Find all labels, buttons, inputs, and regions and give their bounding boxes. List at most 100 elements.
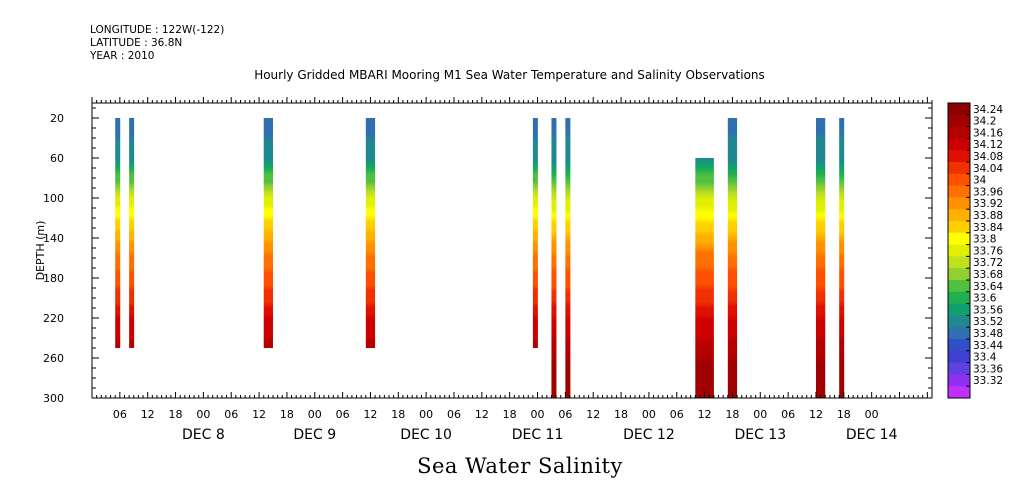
colorbar-level-label: 33.64: [973, 281, 1003, 293]
x-axis-label: Sea Water Salinity: [417, 454, 623, 478]
x-tick-label: 18: [169, 408, 183, 421]
colorbar-level-label: 34.12: [973, 139, 1003, 151]
y-tick-label: 260: [43, 352, 64, 365]
y-tick-label: 300: [43, 392, 64, 405]
colorbar-level-label: 33.92: [973, 198, 1003, 210]
observation-column: [115, 118, 121, 348]
x-day-label: DEC 11: [512, 427, 564, 443]
colorbar-swatch: [948, 256, 970, 269]
colorbar-level-label: 33.4: [973, 352, 997, 364]
observation-column: [815, 118, 826, 398]
latitude-label: LATITUDE : 36.8N: [90, 37, 183, 49]
colorbar-swatch: [948, 126, 970, 139]
colorbar-level-label: 34.2: [973, 116, 996, 128]
colorbar-level-label: 34.04: [973, 163, 1003, 175]
y-tick-label: 140: [43, 232, 64, 245]
x-tick-label: 12: [809, 408, 823, 421]
y-tick-label: 60: [50, 152, 64, 165]
x-tick-label: 06: [224, 408, 238, 421]
colorbar-level-label: 33.76: [973, 245, 1003, 257]
observation-column: [551, 118, 557, 398]
colorbar-swatch: [948, 339, 970, 352]
salinity-section-plot: 06 12 18 00 06 12 18 00 06 12 18 00 06 12 18 00 06 12 18 00…: [34, 97, 1003, 443]
y-tick-label: 100: [43, 192, 64, 205]
colorbar-level-label: 33.6: [973, 293, 997, 305]
x-tick-label: 00: [531, 408, 545, 421]
y-axis-label: DEPTH (m): [34, 221, 47, 281]
colorbar-level-label: 33.88: [973, 210, 1003, 222]
colorbar-level-label: 33.84: [973, 222, 1003, 234]
colorbar-level-label: 33.96: [973, 186, 1003, 198]
colorbar-level-label: 33.72: [973, 257, 1003, 269]
colorbar-level-label: 33.32: [973, 375, 1003, 387]
chart-title: Hourly Gridded MBARI Mooring M1 Sea Wate…: [254, 68, 765, 82]
x-tick-label: 18: [837, 408, 851, 421]
colorbar-swatch: [948, 103, 970, 116]
colorbar-level-label: 34.24: [973, 104, 1003, 116]
observation-column: [839, 118, 845, 398]
x-tick-label: 00: [753, 408, 767, 421]
colorbar-level-label: 34.08: [973, 151, 1003, 163]
x-tick-label: 06: [113, 408, 127, 421]
colorbar-swatch: [948, 362, 970, 375]
colorbar-level-label: 33.36: [973, 363, 1003, 375]
x-tick-label: 06: [670, 408, 684, 421]
colorbar-swatch: [948, 350, 970, 364]
year-label: YEAR : 2010: [90, 50, 155, 62]
colorbar-swatch: [948, 244, 970, 257]
x-tick-label: 12: [698, 408, 712, 421]
x-day-label: DEC 12: [623, 427, 675, 443]
x-tick-label: 12: [252, 408, 266, 421]
x-tick-label: 00: [308, 408, 322, 421]
observation-column: [695, 158, 714, 398]
observation-column: [565, 118, 571, 398]
plot-frame: [91, 102, 933, 399]
colorbar-swatch: [948, 386, 970, 399]
x-tick-label: 12: [475, 408, 489, 421]
colorbar-swatch: [948, 173, 970, 187]
colorbar-swatch: [948, 315, 970, 328]
x-day-label: DEC 8: [182, 427, 225, 443]
colorbar-swatch: [948, 327, 970, 340]
colorbar-swatch: [948, 185, 970, 198]
x-tick-label: 00: [865, 408, 879, 421]
x-tick-label: 18: [503, 408, 517, 421]
x-day-label: DEC 9: [293, 427, 336, 443]
x-tick-label: 12: [586, 408, 600, 421]
x-day-label: DEC 14: [846, 427, 898, 443]
y-tick-label: 180: [43, 272, 64, 285]
colorbar-level-label: 33.68: [973, 269, 1003, 281]
x-tick-label: 18: [280, 408, 294, 421]
colorbar-swatch: [948, 150, 970, 163]
colorbar-swatch: [948, 374, 970, 387]
colorbar-swatch: [948, 162, 970, 175]
observation-column: [532, 118, 538, 348]
colorbar-level-label: 34.16: [973, 127, 1003, 139]
x-tick-label: 18: [391, 408, 405, 421]
colorbar-swatch: [948, 114, 970, 128]
x-tick-label: 00: [419, 408, 433, 421]
colorbar-level-label: 33.52: [973, 316, 1003, 328]
observation-column: [365, 118, 376, 348]
colorbar-swatch: [948, 232, 970, 246]
x-day-label: DEC 10: [400, 427, 452, 443]
x-tick-label: 12: [363, 408, 377, 421]
colorbar-swatch: [948, 303, 970, 316]
colorbar-level-label: 34: [973, 175, 987, 187]
colorbar-level-label: 33.56: [973, 304, 1003, 316]
x-tick-label: 06: [336, 408, 350, 421]
colorbar-swatch: [948, 138, 970, 151]
x-tick-label: 12: [141, 408, 155, 421]
x-tick-label: 18: [725, 408, 739, 421]
x-day-label: DEC 13: [734, 427, 786, 443]
x-tick-label: 06: [447, 408, 461, 421]
longitude-label: LONGITUDE : 122W(-122): [90, 24, 225, 36]
colorbar-swatch: [948, 291, 970, 305]
y-tick-label: 220: [43, 312, 64, 325]
x-tick-label: 18: [614, 408, 628, 421]
colorbar-swatch: [948, 197, 970, 210]
x-tick-label: 00: [196, 408, 210, 421]
x-tick-label: 06: [781, 408, 795, 421]
observation-column: [727, 118, 738, 398]
observation-column: [129, 118, 135, 348]
